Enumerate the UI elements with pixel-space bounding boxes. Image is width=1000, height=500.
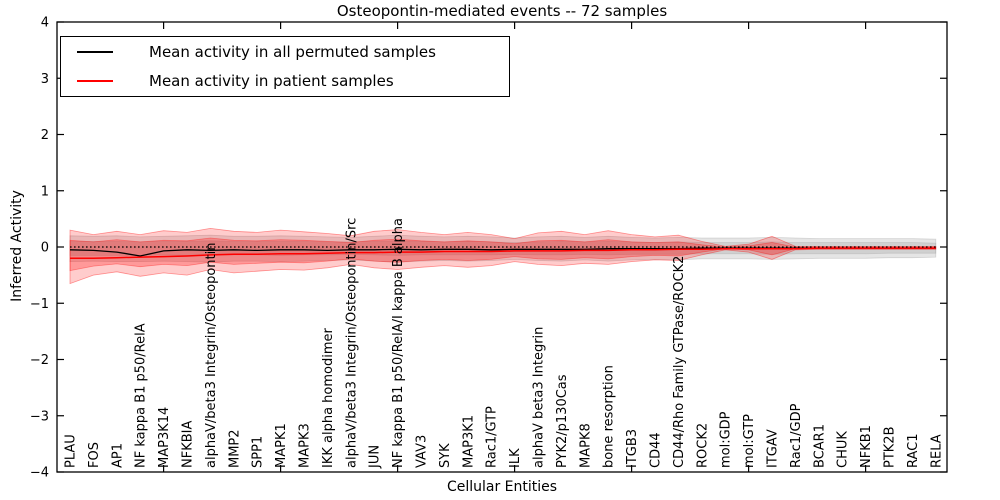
x-entity-label: RAC1 — [906, 433, 921, 468]
x-entity-label: alphaV beta3 Integrin — [532, 327, 547, 468]
x-entity-label: PYK2/p130Cas — [555, 374, 570, 468]
x-entity-label: RELA — [929, 434, 944, 468]
x-entity-label: JUN — [368, 445, 383, 469]
x-entity-label: CHUK — [836, 431, 851, 468]
x-entity-label: ITGAV — [766, 429, 781, 468]
x-entity-label: IKK alpha homodimer — [321, 327, 336, 468]
x-entity-label: SYK — [438, 443, 453, 468]
chart-title: Osteopontin-mediated events -- 72 sample… — [336, 2, 668, 20]
x-entity-label: SPP1 — [251, 436, 266, 468]
x-entity-label: MAPK8 — [578, 423, 593, 468]
legend-label: Mean activity in all permuted samples — [149, 43, 436, 62]
y-tick-label: −1 — [30, 297, 49, 312]
x-entity-label: NFKBIA — [181, 421, 196, 468]
x-entity-label: NF kappa B1 p50/RelA — [134, 323, 149, 468]
x-entity-label: CD44/Rho Family GTPase/ROCK2 — [672, 256, 687, 468]
x-entity-label: FOS — [87, 442, 102, 468]
x-entity-label: PTK2B — [883, 427, 898, 469]
x-entity-label: MMP2 — [227, 429, 242, 468]
patient-outer-band — [69, 227, 937, 285]
x-entity-label: ITGB3 — [625, 429, 640, 468]
y-tick-label: 2 — [41, 128, 49, 143]
y-tick-label: 4 — [41, 16, 49, 31]
x-entity-label: NF kappa B1 p50/RelA/I kappa B alpha — [391, 218, 406, 468]
legend-label: Mean activity in patient samples — [149, 71, 394, 90]
x-entity-label: PLAU — [64, 434, 79, 468]
x-entity-label: ILK — [508, 448, 523, 468]
x-entity-label: MAP3K1 — [461, 415, 476, 468]
x-entity-label: bone resorption — [602, 365, 617, 468]
x-entity-label: mol:GDP — [719, 411, 734, 468]
x-entity-label: mol:GTP — [742, 414, 757, 468]
x-entity-label: VAV3 — [415, 435, 430, 468]
x-entity-label: alphaV/beta3 Integrin/Osteopontin/Src — [344, 218, 359, 468]
legend-item-patient: Mean activity in patient samples — [61, 68, 509, 94]
legend-box: Mean activity in all permuted samples Me… — [60, 36, 510, 97]
x-entity-label: Rac1/GTP — [485, 406, 500, 468]
x-entity-label: NFKB1 — [859, 425, 874, 468]
y-tick-label: −4 — [30, 466, 49, 481]
y-tick-label: 0 — [41, 241, 49, 256]
permuted-outer-band — [69, 234, 937, 263]
patient-mean-line — [70, 247, 936, 260]
y-tick-label: 1 — [41, 184, 49, 199]
y-tick-label: −3 — [30, 409, 49, 424]
legend-item-permuted: Mean activity in all permuted samples — [61, 39, 509, 65]
y-axis-label: Inferred Activity — [9, 190, 25, 302]
x-entity-label: AP1 — [110, 443, 125, 468]
x-entity-label: alphaV/beta3 Integrin/Osteopontin — [204, 243, 219, 468]
permuted-inner-band — [69, 240, 937, 256]
x-entity-label: MAPK1 — [274, 423, 289, 468]
patient-line-swatch — [77, 79, 113, 82]
x-entity-label: CD44 — [649, 432, 664, 468]
y-tick-label: 3 — [41, 72, 49, 87]
x-axis-label: Cellular Entities — [446, 479, 558, 495]
x-entity-label: BCAR1 — [812, 424, 827, 468]
x-entity-label: MAP3K14 — [157, 407, 172, 468]
x-entity-label: MAPK3 — [298, 423, 313, 468]
permuted-line-swatch — [77, 51, 113, 54]
x-entity-label: ROCK2 — [695, 423, 710, 468]
y-tick-label: −2 — [30, 353, 49, 368]
x-entity-label: Rac1/GDP — [789, 403, 804, 468]
